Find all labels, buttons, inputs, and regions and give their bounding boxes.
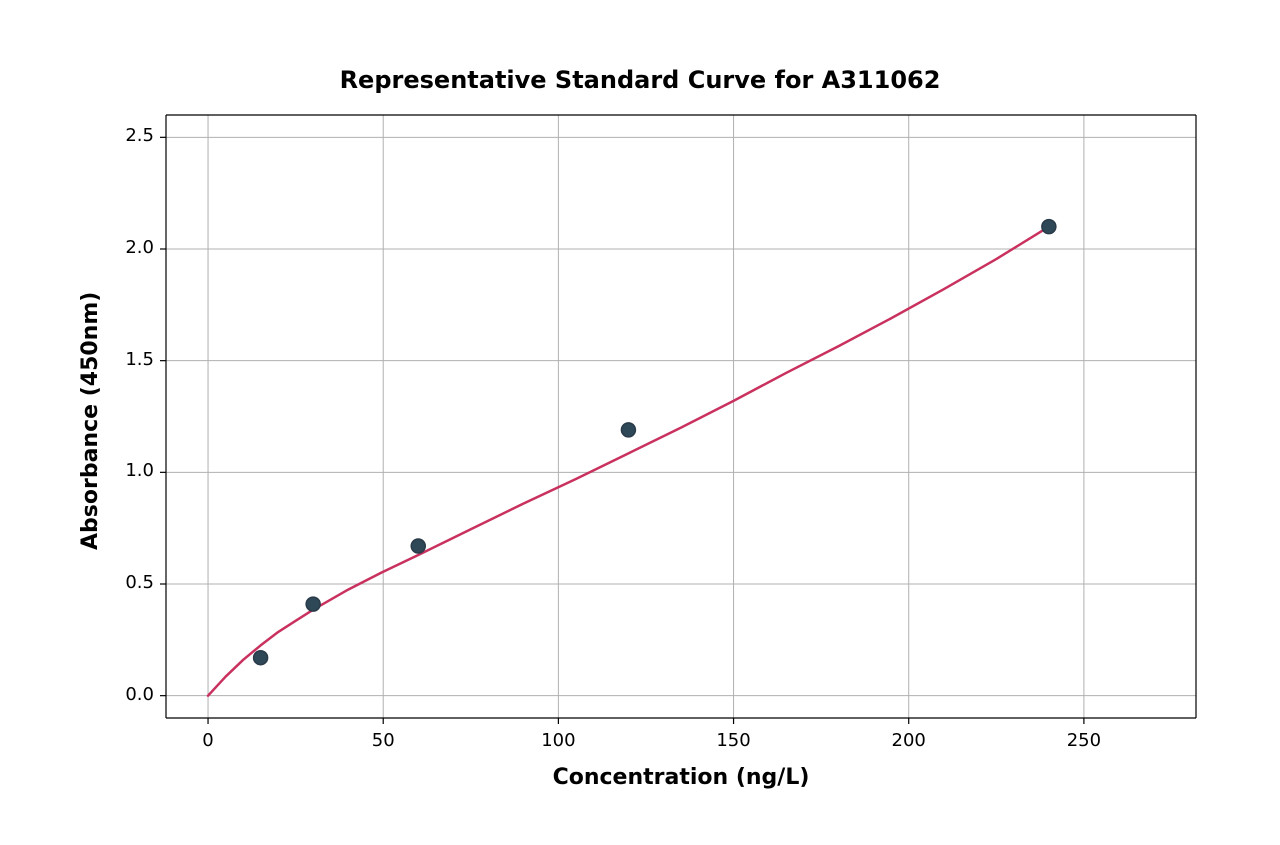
x-tick-label: 150 bbox=[704, 730, 764, 751]
y-tick-label: 1.5 bbox=[106, 349, 154, 370]
x-tick-label: 0 bbox=[178, 730, 238, 751]
y-tick-label: 0.0 bbox=[106, 684, 154, 705]
x-tick-label: 50 bbox=[353, 730, 413, 751]
x-tick-label: 200 bbox=[879, 730, 939, 751]
y-tick-label: 2.0 bbox=[106, 237, 154, 258]
chart-plot bbox=[0, 0, 1280, 845]
y-tick-label: 1.0 bbox=[106, 460, 154, 481]
y-tick-label: 2.5 bbox=[106, 125, 154, 146]
chart-container: Representative Standard Curve for A31106… bbox=[0, 0, 1280, 845]
x-tick-label: 100 bbox=[528, 730, 588, 751]
y-tick-label: 0.5 bbox=[106, 572, 154, 593]
y-axis-label: Absorbance (450nm) bbox=[78, 292, 103, 550]
x-axis-label: Concentration (ng/L) bbox=[0, 765, 1280, 790]
x-tick-label: 250 bbox=[1054, 730, 1114, 751]
